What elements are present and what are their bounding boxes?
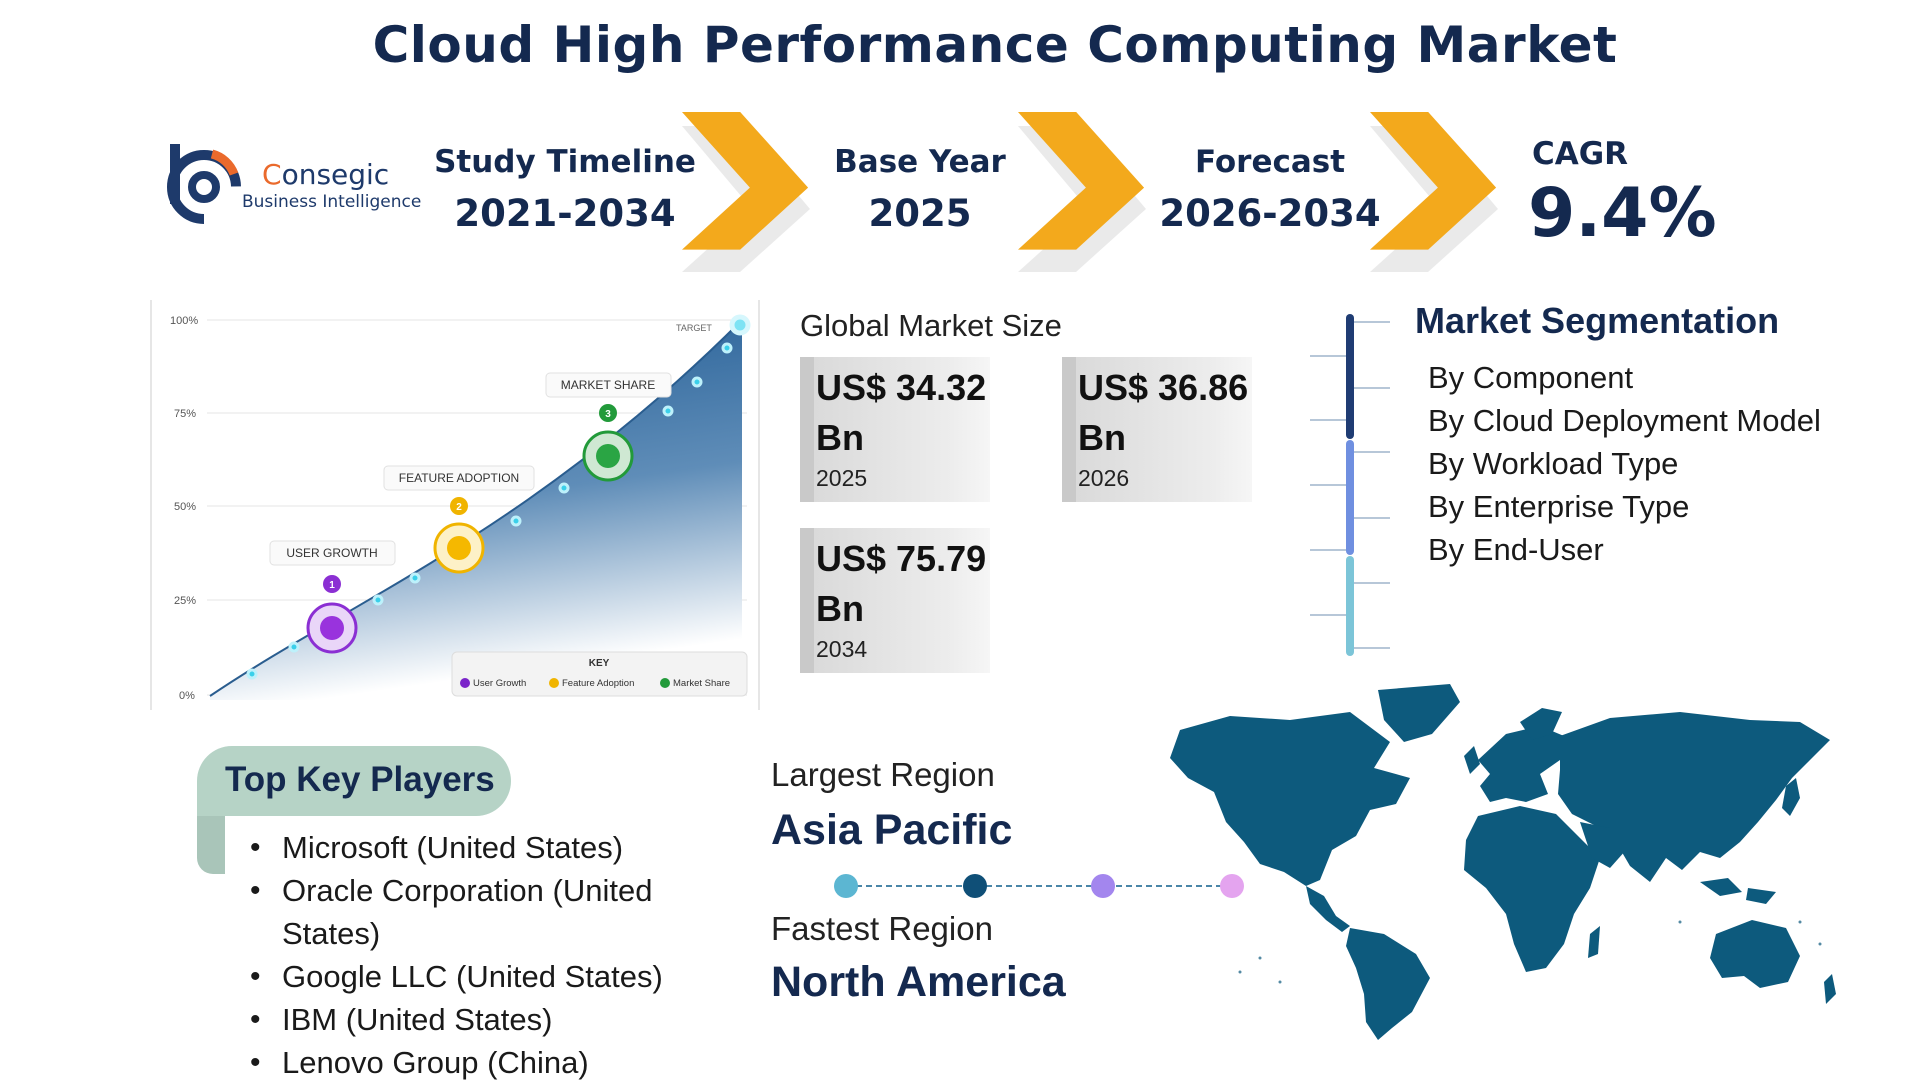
curve-point [510,515,522,527]
market-size-value: US$ 36.86 Bn [1078,367,1249,458]
curve-point [409,572,421,584]
segment-item: By Workload Type [1428,446,1679,481]
segment-item: By Cloud Deployment Model [1428,403,1821,438]
world-map-icon [1170,684,1836,1040]
forecast-label: Forecast [1194,144,1346,180]
largest-region-label: Largest Region [771,756,995,793]
growth-chart-svg: 100% 75% 50% 25% 0% TARGET USER GROWTH 1 [170,314,751,702]
milestone-label-user-growth: USER GROWTH [286,546,377,560]
y-tick: 25% [174,595,196,607]
chevron-arrow-icon [682,112,810,272]
base-year-label: Base Year [834,144,1006,180]
study-timeline-value: 2021-2034 [454,192,676,235]
milestone-label-market-share: MARKET SHARE [561,378,655,392]
milestone-label-feature-adoption: FEATURE ADOPTION [399,471,519,485]
key-players-list: Microsoft (United States) Oracle Corpora… [248,826,718,1080]
curve-point [662,405,674,417]
curve-point [288,641,300,653]
key-swatch [460,678,470,688]
growth-area [210,320,742,700]
market-size-card-2026: US$ 36.86 Bn 2026 [1062,357,1252,502]
region-dot [1091,874,1115,898]
curve-point [721,342,733,354]
market-size-year: 2026 [1078,465,1130,491]
growth-illustration: 100% 75% 50% 25% 0% TARGET USER GROWTH 1 [150,300,760,710]
logo-tagline: Business Intelligence [242,192,422,212]
cagr-label: CAGR [1532,136,1629,172]
base-year-value: 2025 [868,192,972,235]
y-tick: 50% [174,501,196,513]
segmentation-title: Market Segmentation [1415,300,1780,341]
y-tick: 75% [174,408,196,420]
key-players-title: Top Key Players [225,760,495,799]
largest-region-value: Asia Pacific [771,806,1013,854]
chevron-arrow-icon [1370,112,1498,272]
svg-text:2: 2 [456,502,462,513]
milestone-badge [599,404,617,422]
fastest-region-label: Fastest Region [771,910,993,947]
key-player-item: Lenovo Group (China) [248,1041,718,1080]
y-tick: 0% [179,690,195,702]
svg-text:1: 1 [329,580,335,591]
market-size-value: US$ 75.79 Bn [816,538,987,629]
key-player-item: Microsoft (United States) [248,826,718,869]
forecast-value: 2026-2034 [1159,192,1381,235]
region-dot [834,874,858,898]
key-player-item: Google LLC (United States) [248,955,718,998]
page-title: Cloud High Performance Computing Market [372,16,1618,74]
curve-point [246,668,258,680]
target-point [729,314,751,336]
market-size-card-2034: US$ 75.79 Bn 2034 [800,528,990,673]
chart-key-title: KEY [589,658,610,669]
curve-point [691,376,703,388]
key-item-label: User Growth [473,678,526,689]
logo-brand-name: Consegic [262,158,390,191]
key-players-tab [197,746,511,816]
key-swatch [549,678,559,688]
milestone-badge [323,575,341,593]
curve-point [558,482,570,494]
y-tick: 100% [170,315,198,327]
region-dot [1220,874,1244,898]
target-label: TARGET [676,323,712,333]
segment-item: By Component [1428,360,1634,395]
chevron-arrow-icon [1018,112,1146,272]
market-size-card-2025: US$ 34.32 Bn 2025 [800,357,990,502]
key-swatch [660,678,670,688]
chart-key [451,651,748,697]
svg-text:3: 3 [605,409,611,420]
key-players-tab-shadow [197,808,225,874]
market-size-year: 2034 [816,636,868,662]
fastest-region-value: North America [771,958,1066,1006]
key-item-label: Market Share [673,678,730,689]
curve-point [372,594,384,606]
region-dot [963,874,987,898]
region-connector-icon [834,874,1244,898]
cagr-value: 9.4% [1528,174,1717,253]
key-player-item: Oracle Corporation (United States) [248,869,718,955]
segmentation-ruler-icon [1310,314,1390,656]
market-size-year: 2025 [816,465,868,491]
key-player-item: IBM (United States) [248,998,718,1041]
market-size-value: US$ 34.32 Bn [816,367,987,458]
milestone-badge [450,497,468,515]
study-timeline-label: Study Timeline [434,144,696,180]
market-size-title: Global Market Size [800,308,1062,343]
key-item-label: Feature Adoption [562,678,634,689]
segment-item: By End-User [1428,532,1604,567]
segment-item: By Enterprise Type [1428,489,1690,524]
consegic-logo [167,144,241,224]
